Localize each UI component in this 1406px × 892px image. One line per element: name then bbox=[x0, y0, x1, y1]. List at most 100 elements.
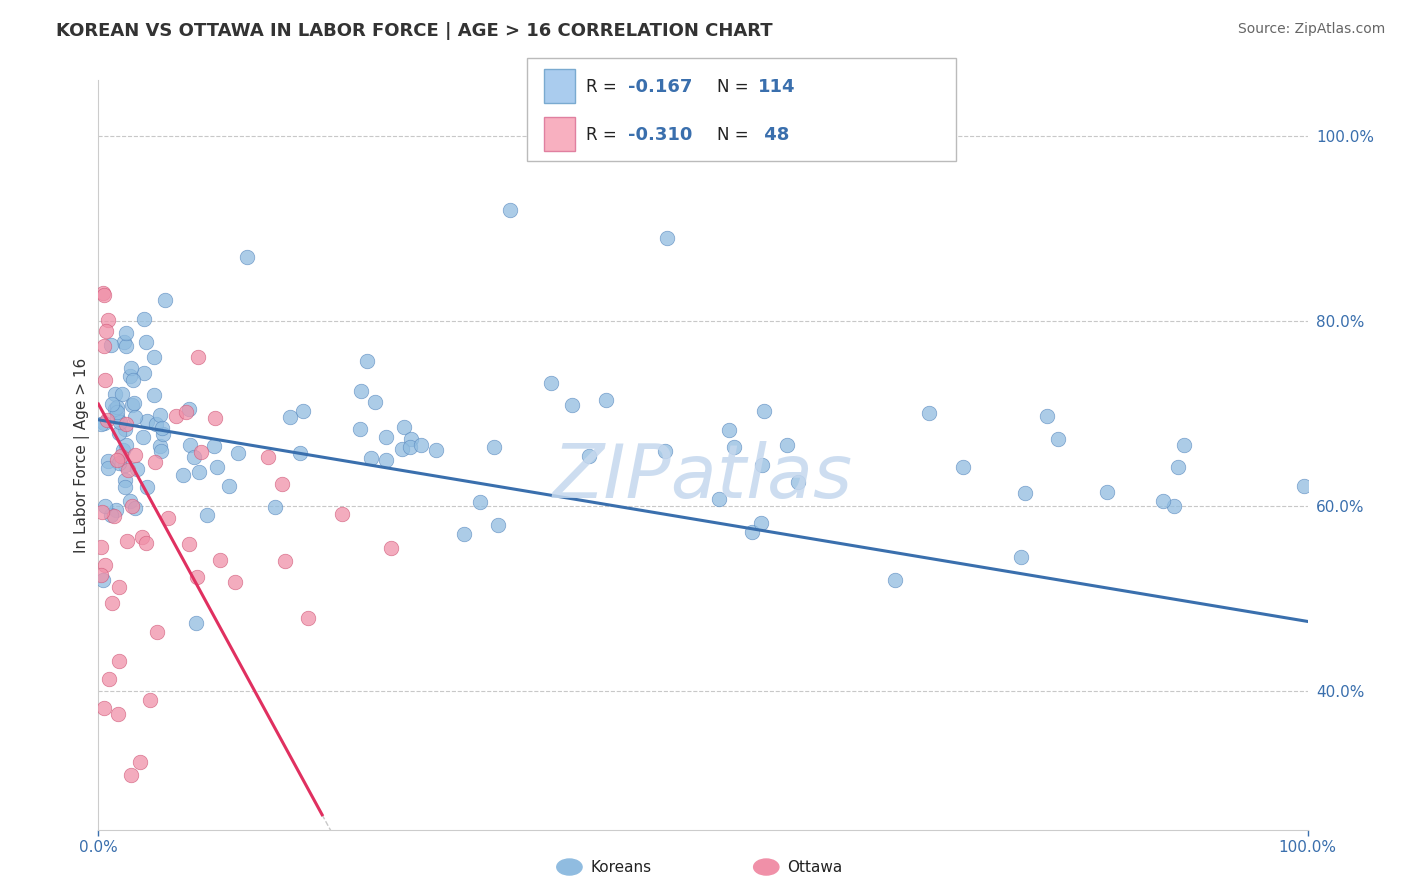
Point bbox=[188, 465, 211, 479]
Point bbox=[195, 508, 218, 523]
Text: -0.310: -0.310 bbox=[628, 126, 693, 144]
Point bbox=[125, 462, 148, 476]
Point bbox=[110, 449, 132, 463]
Point bbox=[114, 326, 136, 341]
Point bbox=[751, 458, 773, 472]
Text: R =: R = bbox=[586, 78, 623, 95]
Point bbox=[218, 479, 240, 493]
Point bbox=[375, 453, 398, 467]
Point bbox=[183, 450, 205, 464]
Point bbox=[288, 446, 311, 460]
Point bbox=[360, 450, 382, 465]
Point bbox=[93, 701, 115, 715]
Point bbox=[143, 388, 166, 402]
Point bbox=[1292, 479, 1315, 493]
Point bbox=[104, 503, 127, 517]
Point bbox=[100, 338, 122, 352]
Point bbox=[297, 610, 319, 624]
Point bbox=[363, 394, 385, 409]
Point bbox=[1163, 500, 1185, 514]
Point bbox=[114, 422, 136, 436]
Point bbox=[124, 500, 146, 515]
Point bbox=[278, 410, 301, 425]
Point bbox=[90, 417, 112, 431]
Point bbox=[114, 458, 136, 472]
Point bbox=[236, 250, 259, 264]
Point bbox=[108, 654, 131, 668]
Text: 114: 114 bbox=[758, 78, 796, 95]
Point bbox=[356, 354, 378, 368]
Point bbox=[105, 409, 128, 424]
Point bbox=[484, 440, 506, 454]
Point bbox=[380, 541, 402, 555]
Point bbox=[174, 405, 197, 419]
Point bbox=[884, 574, 907, 588]
Point bbox=[165, 409, 187, 423]
Point bbox=[100, 596, 122, 610]
Point bbox=[292, 404, 315, 418]
Point bbox=[94, 373, 117, 387]
Point bbox=[226, 445, 249, 459]
Point bbox=[172, 467, 194, 482]
Point bbox=[107, 580, 129, 594]
Text: 48: 48 bbox=[758, 126, 789, 144]
Point bbox=[112, 335, 135, 350]
Point bbox=[209, 553, 232, 567]
Point bbox=[139, 692, 162, 706]
Point bbox=[124, 448, 146, 462]
Point bbox=[90, 567, 112, 582]
Point bbox=[157, 511, 180, 525]
Point bbox=[204, 411, 226, 425]
Point bbox=[271, 477, 294, 491]
Point bbox=[107, 426, 129, 441]
Point bbox=[707, 491, 730, 506]
Point bbox=[97, 312, 120, 326]
Point bbox=[149, 408, 172, 422]
Text: N =: N = bbox=[717, 126, 754, 144]
Point bbox=[91, 573, 114, 587]
Point bbox=[655, 230, 678, 244]
Point bbox=[257, 450, 280, 464]
Point bbox=[104, 387, 127, 401]
Point bbox=[1014, 485, 1036, 500]
Point bbox=[918, 406, 941, 420]
Point bbox=[105, 452, 128, 467]
Point bbox=[114, 479, 136, 493]
Point bbox=[150, 421, 173, 435]
Point bbox=[723, 441, 745, 455]
Point bbox=[486, 517, 509, 532]
Y-axis label: In Labor Force | Age > 16: In Labor Force | Age > 16 bbox=[75, 358, 90, 552]
Point bbox=[121, 499, 143, 513]
Point bbox=[135, 335, 157, 350]
Point bbox=[115, 438, 138, 452]
Point bbox=[129, 755, 152, 769]
Point bbox=[263, 500, 285, 514]
Point bbox=[1095, 484, 1118, 499]
Point bbox=[114, 473, 136, 487]
Point bbox=[952, 460, 974, 475]
Point bbox=[190, 445, 212, 459]
Point bbox=[595, 392, 617, 407]
Point bbox=[399, 433, 422, 447]
Text: Ottawa: Ottawa bbox=[787, 860, 842, 874]
Point bbox=[153, 293, 176, 307]
Point bbox=[540, 376, 562, 391]
Point bbox=[186, 569, 208, 583]
Point bbox=[1167, 460, 1189, 475]
Point bbox=[108, 415, 131, 429]
Point bbox=[105, 405, 128, 419]
Point bbox=[184, 615, 207, 630]
Point bbox=[411, 438, 433, 452]
Point bbox=[122, 396, 145, 410]
Point bbox=[91, 286, 114, 301]
Point bbox=[177, 401, 200, 416]
Text: KOREAN VS OTTAWA IN LABOR FORCE | AGE > 16 CORRELATION CHART: KOREAN VS OTTAWA IN LABOR FORCE | AGE > … bbox=[56, 22, 773, 40]
Point bbox=[392, 420, 415, 434]
Point bbox=[117, 463, 139, 477]
Point bbox=[1046, 433, 1069, 447]
Text: ZIPatlas: ZIPatlas bbox=[553, 442, 853, 514]
Point bbox=[1152, 493, 1174, 508]
Point bbox=[135, 414, 157, 428]
Point bbox=[718, 423, 741, 437]
Point bbox=[224, 574, 246, 589]
